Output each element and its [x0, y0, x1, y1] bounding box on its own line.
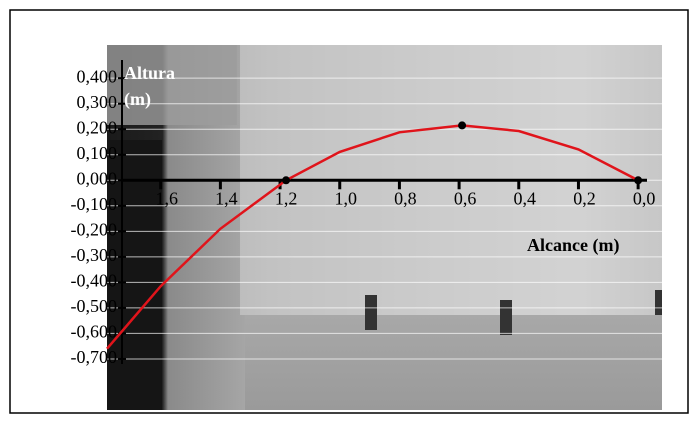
x-tick-label: 0,4 — [514, 188, 537, 208]
y-tick-label: 0,400 — [77, 66, 118, 86]
y-tick-label: -0,200 — [71, 219, 118, 239]
x-tick-label: 0,0 — [633, 188, 656, 208]
y-tick-label: -0,700 — [71, 347, 118, 367]
x-tick-label: 1,6 — [155, 188, 178, 208]
x-tick-label: 0,6 — [454, 188, 477, 208]
y-tick-label: -0,300 — [71, 245, 118, 265]
point — [458, 121, 466, 129]
x-tick-label: 1,4 — [215, 188, 238, 208]
y-tick-label: 0,000 — [77, 168, 118, 188]
x-tick-label: 1,2 — [275, 188, 298, 208]
photo-background — [107, 45, 662, 410]
y-label: (m) — [124, 89, 151, 110]
point — [634, 176, 642, 184]
x-label: Alcance (m) — [527, 235, 619, 256]
y-tick-label: 0,100 — [77, 143, 118, 163]
y-tick-label: 0,200 — [77, 117, 118, 137]
x-tick-label: 0,2 — [573, 188, 596, 208]
x-tick-label: 1,0 — [334, 188, 357, 208]
y-tick-label: -0,400 — [71, 271, 118, 291]
page: 0,400 0,300 0,200 0,100 0,000 -0,100 -0,200 -0,… — [0, 0, 698, 423]
y-label: Altura — [124, 63, 175, 83]
y-tick-label: 0,300 — [77, 92, 118, 112]
chart: 0,400 0,300 0,200 0,100 0,000 -0,100 -0,200 -0,… — [0, 0, 698, 423]
y-tick-label: -0,500 — [71, 296, 118, 316]
point — [282, 176, 290, 184]
y-tick-label: -0,600 — [71, 322, 118, 342]
y-tick-label: -0,100 — [71, 194, 118, 214]
x-tick-label: 0,8 — [394, 188, 417, 208]
